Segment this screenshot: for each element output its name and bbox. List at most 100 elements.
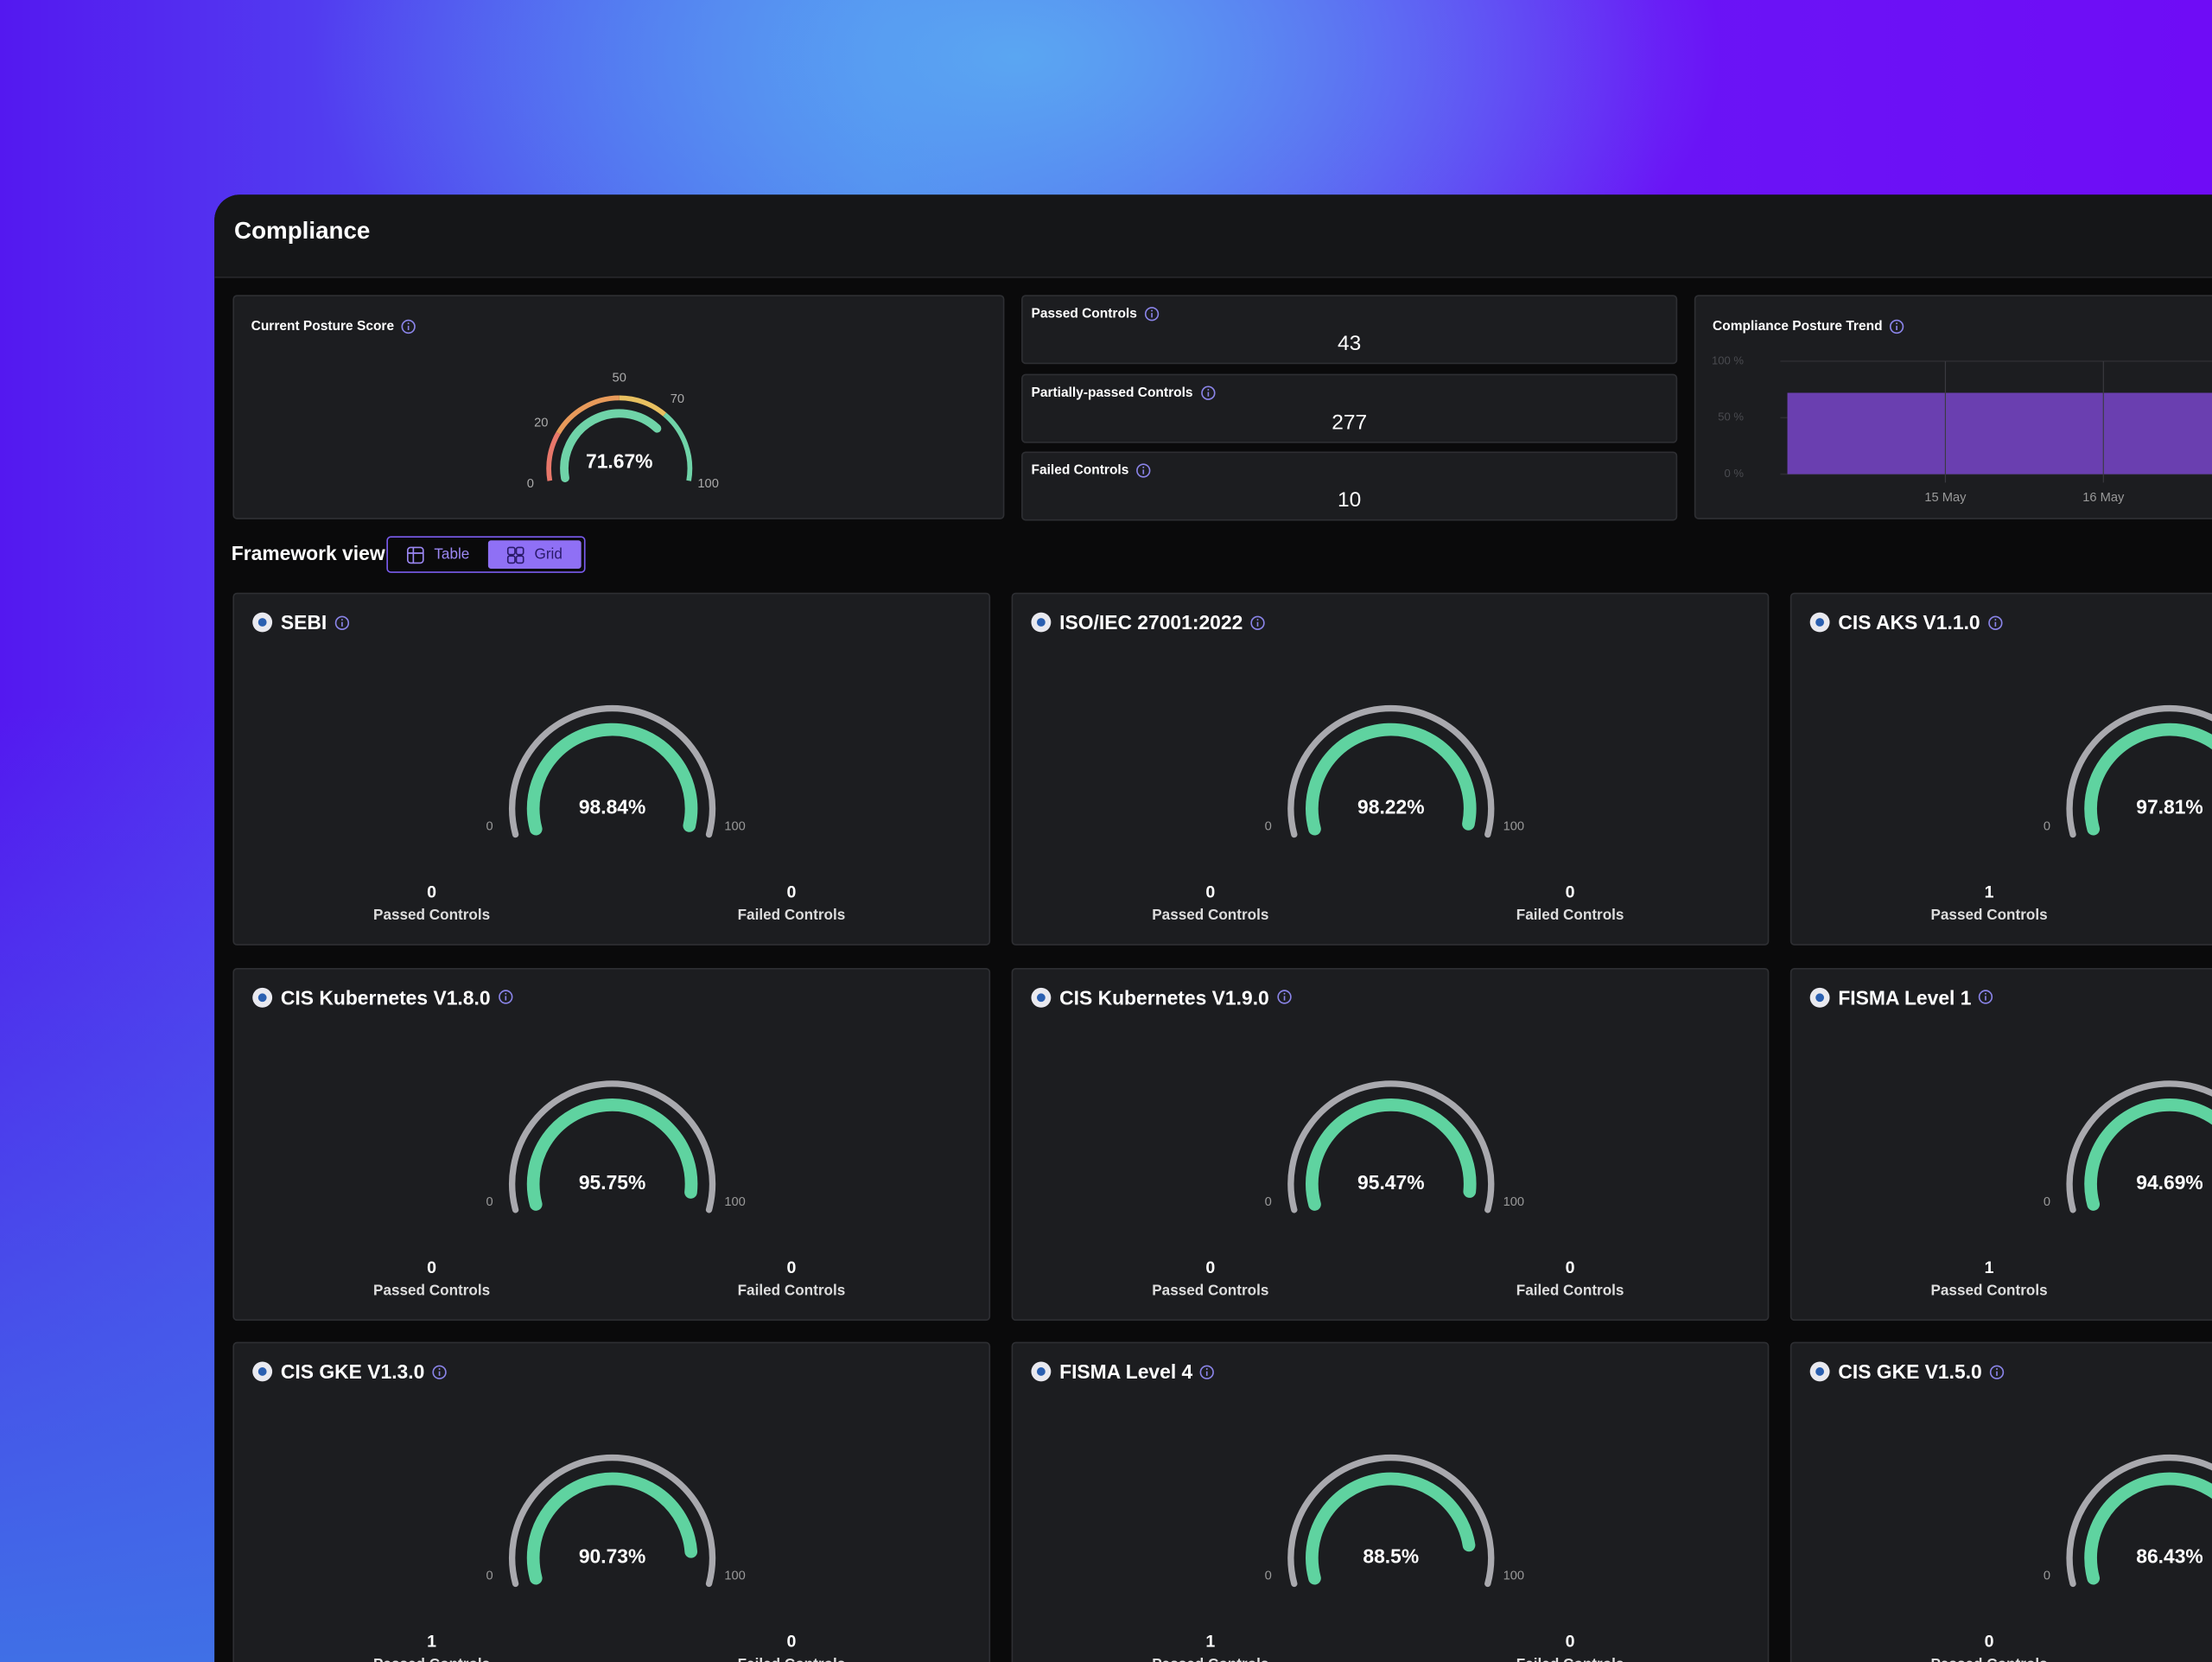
- framework-view-label: Framework view: [231, 541, 385, 565]
- gauge-tick-label: 0: [486, 820, 493, 834]
- page-title: Compliance: [234, 217, 371, 245]
- framework-icon: [252, 1361, 273, 1382]
- info-circle: [498, 990, 512, 1004]
- failed-label: Failed Controls: [738, 906, 846, 923]
- icon-part: [506, 545, 516, 555]
- gauge-tick-label: 0: [1265, 1570, 1272, 1583]
- info-icon: [334, 614, 349, 630]
- header: Compliance: [214, 194, 2212, 278]
- summary-value: 277: [1332, 410, 1368, 435]
- framework-icon: [1031, 987, 1052, 1007]
- framework-name: CIS AKS V1.1.0: [1838, 610, 1980, 634]
- failed-label: Failed Controls: [738, 1281, 846, 1298]
- card-title: Partially-passed Controls: [1031, 384, 1193, 400]
- gauge-tick-label: 0: [2044, 1194, 2050, 1208]
- info-icon: [1979, 990, 1993, 1004]
- info-dot: [1142, 466, 1145, 468]
- framework-card: SEBI 98.84% 0 100 0 Passed Controls 0 Failed Co…: [232, 592, 991, 946]
- framework-name: ISO/IEC 27001:2022: [1059, 610, 1243, 634]
- passed-count: 0: [427, 1258, 436, 1277]
- summary-card: Partially-passed Controls 277: [1021, 373, 1678, 443]
- framework-gauge: 88.5% 0 100 1 Passed Controls 0 Failed Control…: [1152, 1454, 1624, 1662]
- gauge-tick-label: 0: [527, 477, 534, 491]
- icon-part: [406, 545, 424, 564]
- gauge-value: [2084, 1472, 2212, 1585]
- card-header: Current Posture Score: [251, 319, 417, 334]
- gauge-track: [2066, 1454, 2212, 1588]
- framework-gauge: 98.22% 0 100 0 Passed Controls 0 Failed Contro…: [1152, 704, 1624, 923]
- card-header: ISO/IEC 27001:2022: [1030, 611, 1266, 634]
- info-dot: [1985, 992, 1987, 995]
- view-option[interactable]: Grid: [487, 540, 582, 569]
- info-icon: [1144, 307, 1160, 322]
- gauge-band: [663, 412, 693, 481]
- gauge-band: [556, 395, 620, 435]
- gauge-value: [1306, 1098, 1477, 1210]
- gauge-value: [1306, 1472, 1476, 1585]
- framework-name: FISMA Level 4: [1059, 1360, 1193, 1383]
- info-dot: [1282, 992, 1285, 995]
- passed-label: Passed Controls: [1930, 1281, 2047, 1298]
- framework-name: CIS GKE V1.5.0: [1838, 1360, 1982, 1383]
- passed-count: 0: [1205, 1258, 1215, 1277]
- gauge-track: [509, 1079, 716, 1213]
- failed-count: 0: [1566, 883, 1575, 902]
- info-icon: [498, 990, 512, 1004]
- failed-count: 0: [786, 883, 796, 902]
- info-circle: [1987, 614, 2002, 630]
- icon-dot: [1037, 992, 1046, 1002]
- gauge-tick-label: 50: [613, 371, 626, 385]
- gauge-value: [560, 409, 662, 482]
- framework-name: CIS Kubernetes V1.8.0: [280, 985, 491, 1009]
- gauge-value: [1306, 723, 1477, 836]
- compliance-panel: Compliance Current Posture Score 0 20 50 70 1…: [214, 194, 2212, 1662]
- gauge-value-label: 98.22%: [1357, 796, 1424, 818]
- gauge-tick-label: 100: [724, 1570, 746, 1583]
- view-icon: [506, 545, 524, 564]
- info-dot: [1206, 1367, 1209, 1370]
- failed-label: Failed Controls: [1516, 1281, 1624, 1298]
- card-header: Compliance Posture Trend: [1713, 319, 1905, 334]
- framework-gauge: 95.75% 0 100 0 Passed Controls 0 Failed Contro…: [373, 1079, 846, 1298]
- card-header: Failed Controls: [1031, 463, 1151, 478]
- gauge-tick-label: 100: [724, 820, 746, 834]
- passed-label: Passed Controls: [1152, 1281, 1268, 1298]
- passed-count: 0: [1985, 1633, 1994, 1652]
- gauge-value-label: 71.67%: [586, 450, 652, 473]
- passed-label: Passed Controls: [1152, 1655, 1268, 1662]
- trend-card: Compliance Posture Trend 100 % 50 % 0 % 15 M…: [1694, 295, 2212, 519]
- framework-name: FISMA Level 1: [1838, 985, 1972, 1009]
- framework-card: CIS Kubernetes V1.8.0 95.75% 0 100 0 Passed C…: [232, 967, 991, 1321]
- framework-icon: [1809, 612, 1830, 633]
- framework-card: ISO/IEC 27001:2022 98.22% 0 100 0 Passed Cont…: [1011, 592, 1770, 946]
- icon-part: [407, 546, 423, 563]
- card-header: CIS GKE V1.5.0: [1808, 1360, 2005, 1383]
- view-option-label: Grid: [534, 545, 563, 564]
- gauge-tick-label: 70: [671, 392, 684, 406]
- info-circle: [1200, 385, 1215, 400]
- failed-count: 0: [1566, 1633, 1575, 1652]
- view-option[interactable]: Table: [391, 540, 485, 569]
- view-toggle: Table Grid: [386, 536, 586, 573]
- framework-icon: [252, 987, 273, 1007]
- view-icon: [406, 545, 424, 564]
- gauge-tick-label: 0: [2044, 1570, 2050, 1583]
- framework-icon: [1809, 1361, 1830, 1382]
- info-dot: [438, 1367, 441, 1370]
- framework-card: CIS GKE V1.3.0 90.73% 0 100 1 Passed Controls…: [232, 1341, 991, 1662]
- info-icon: [1136, 463, 1151, 478]
- gauge-tick-label: 0: [2044, 820, 2050, 834]
- icon-dot: [1037, 1367, 1046, 1376]
- info-icon: [1250, 614, 1265, 630]
- gauge-tick-label: 0: [486, 1194, 493, 1208]
- passed-count: 1: [427, 1633, 436, 1652]
- gauge-band: [619, 395, 667, 417]
- info-dot: [340, 618, 343, 621]
- gauge-value: [2084, 723, 2212, 836]
- card-header: CIS AKS V1.1.0: [1808, 611, 2003, 634]
- gauge-tick-label: 20: [534, 417, 548, 430]
- icon-dot: [1815, 618, 1825, 627]
- posture-card: Current Posture Score 0 20 50 70 100 71.67%: [232, 295, 1005, 519]
- info-icon: [1200, 385, 1215, 400]
